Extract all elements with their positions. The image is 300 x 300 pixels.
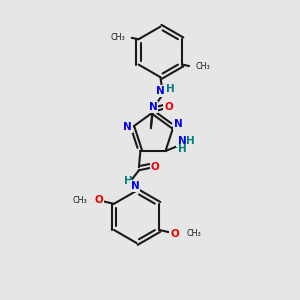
Text: CH₃: CH₃ bbox=[186, 229, 201, 238]
Text: O: O bbox=[164, 103, 173, 112]
Text: CH₃: CH₃ bbox=[111, 33, 126, 42]
Text: H: H bbox=[124, 176, 133, 186]
Text: H: H bbox=[166, 84, 175, 94]
Text: N: N bbox=[131, 181, 140, 191]
Text: CH₃: CH₃ bbox=[73, 196, 87, 205]
Text: N: N bbox=[123, 122, 132, 132]
Text: CH₃: CH₃ bbox=[195, 61, 210, 70]
Text: N: N bbox=[178, 136, 186, 146]
Text: N: N bbox=[148, 102, 157, 112]
Text: O: O bbox=[151, 162, 160, 172]
Text: N: N bbox=[156, 85, 165, 96]
Text: O: O bbox=[170, 229, 179, 238]
Text: O: O bbox=[94, 195, 103, 205]
Text: H: H bbox=[178, 144, 186, 154]
Text: N: N bbox=[174, 119, 183, 129]
Text: H: H bbox=[186, 136, 195, 146]
